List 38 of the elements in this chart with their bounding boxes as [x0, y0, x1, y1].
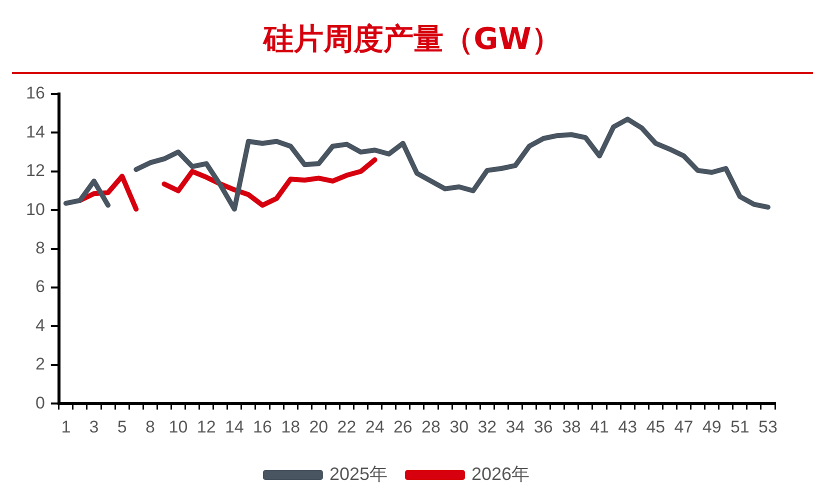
chart-title: 硅片周度产量（GW） — [12, 0, 813, 74]
y-tick-label: 12 — [26, 161, 45, 180]
y-tick-label: 10 — [26, 200, 45, 219]
x-tick-label: 38 — [562, 417, 581, 436]
x-tick-label: 41 — [590, 417, 609, 436]
x-tick-label: 43 — [618, 417, 638, 436]
legend-label: 2025年 — [329, 464, 388, 484]
y-tick-label: 0 — [35, 393, 45, 412]
x-tick-label: 53 — [758, 417, 778, 436]
y-tick-label: 2 — [35, 354, 45, 374]
x-tick-label: 47 — [674, 417, 694, 436]
x-tick-label: 3 — [89, 417, 99, 436]
x-tick-label: 30 — [450, 417, 469, 436]
x-tick-label: 51 — [730, 417, 750, 436]
legend-label: 2026年 — [472, 464, 530, 484]
x-tick-label: 5 — [117, 417, 127, 436]
x-tick-label: 8 — [145, 417, 155, 436]
x-tick-label: 18 — [281, 417, 300, 436]
x-tick-label: 45 — [646, 417, 666, 436]
x-tick-label: 16 — [253, 417, 272, 436]
y-tick-label: 14 — [26, 122, 45, 142]
x-tick-label: 34 — [506, 417, 525, 436]
y-tick-label: 4 — [35, 316, 45, 335]
x-tick-label: 26 — [393, 417, 412, 436]
x-tick-label: 24 — [365, 417, 384, 436]
x-tick-label: 1 — [61, 417, 71, 436]
x-tick-label: 28 — [422, 417, 440, 436]
x-tick-label: 32 — [478, 417, 497, 436]
x-tick-label: 20 — [309, 417, 328, 436]
x-tick-label: 14 — [224, 417, 244, 436]
x-tick-label: 10 — [168, 417, 188, 436]
x-tick-label: 36 — [534, 417, 553, 436]
y-tick-label: 16 — [26, 84, 45, 103]
x-tick-label: 12 — [196, 417, 216, 436]
x-tick-label: 22 — [337, 417, 356, 436]
x-tick-label: 49 — [702, 417, 722, 436]
y-tick-label: 6 — [35, 277, 45, 296]
y-tick-label: 8 — [35, 238, 45, 258]
